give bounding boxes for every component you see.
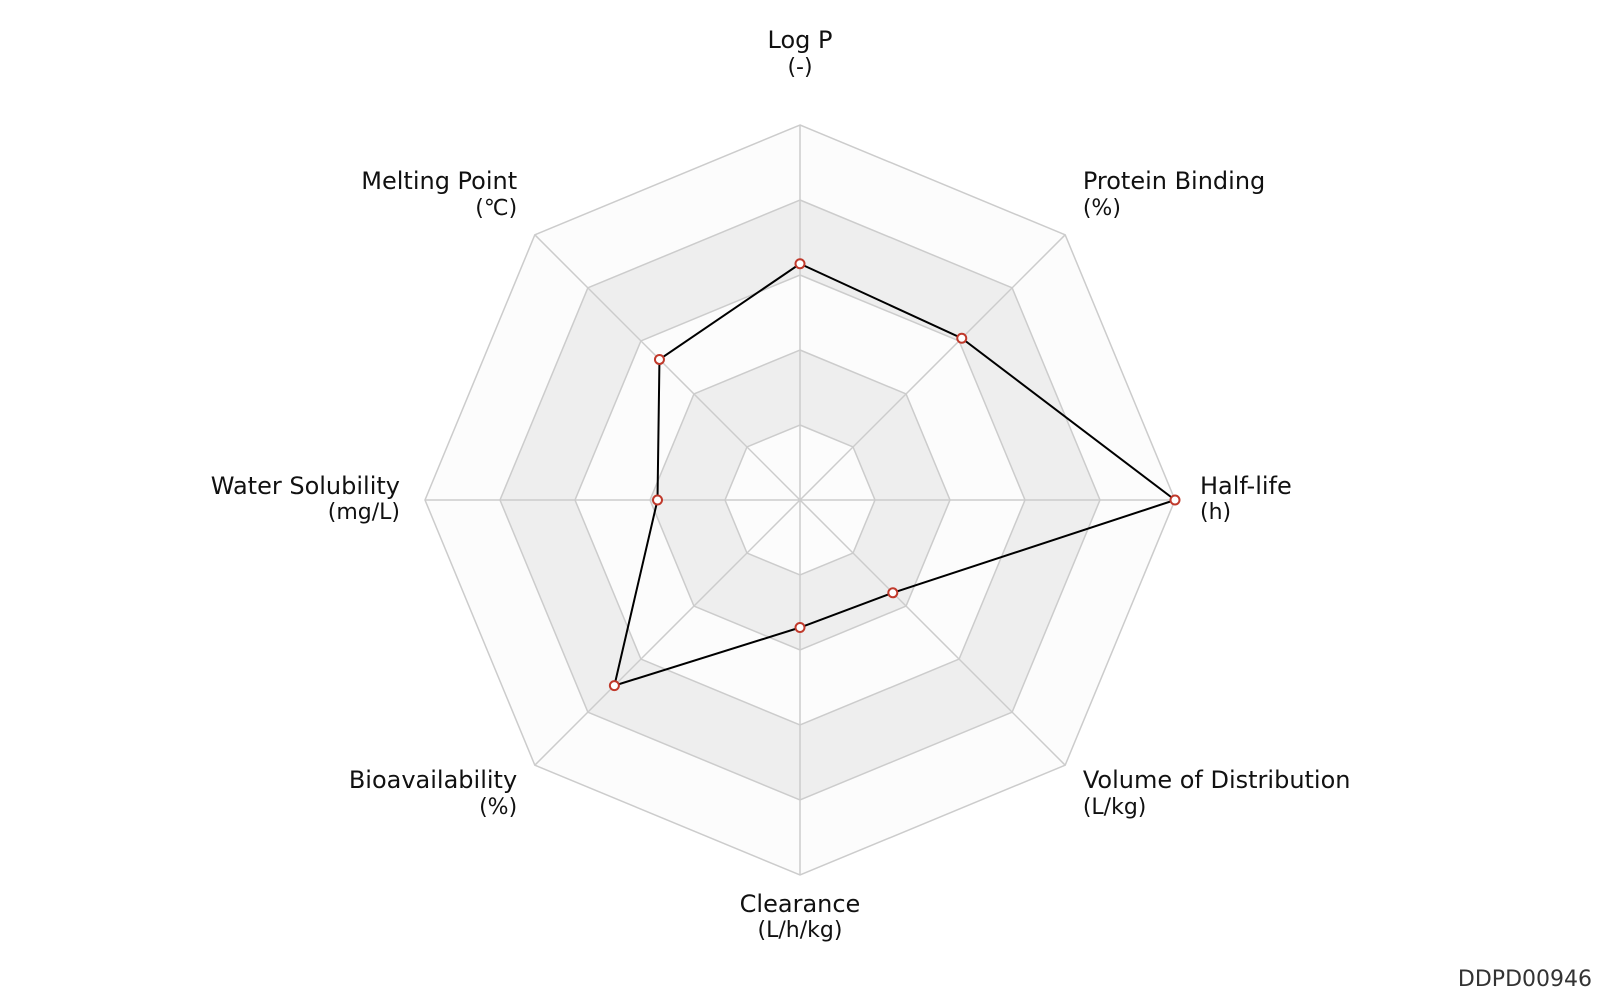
chart-id-label: DDPD00946 <box>1457 967 1592 992</box>
data-point-4 <box>794 622 806 633</box>
axis-unit-2: (h) <box>1200 500 1231 525</box>
axis-label-7: Melting Point <box>361 167 517 195</box>
axis-spoke-1 <box>799 234 1066 501</box>
data-point-6 <box>652 494 663 506</box>
axis-unit-3: (L/kg) <box>1083 795 1147 820</box>
axis-unit-0: (-) <box>787 55 812 80</box>
axis-unit-4: (L/h/kg) <box>758 918 843 943</box>
axis-spoke-3 <box>799 499 1066 766</box>
axis-spoke-7 <box>534 234 801 501</box>
axis-unit-7: (℃) <box>475 196 517 221</box>
data-point-1 <box>956 332 968 344</box>
axis-label-0: Log P <box>768 26 833 54</box>
data-point-2 <box>1169 494 1181 506</box>
data-point-0 <box>794 258 806 270</box>
axis-unit-6: (mg/L) <box>328 500 400 525</box>
axis-spoke-5 <box>534 499 801 766</box>
data-point-7 <box>653 353 665 365</box>
series-layer <box>608 258 1181 692</box>
data-point-3 <box>887 587 899 599</box>
axis-spokes <box>425 125 1175 875</box>
axis-label-1: Protein Binding <box>1083 167 1265 195</box>
data-point-5 <box>608 680 620 692</box>
axis-label-3: Volume of Distribution <box>1083 766 1351 794</box>
axis-labels: Log P(-)Protein Binding(%)Half-life(h)Vo… <box>211 26 1351 943</box>
axis-unit-5: (%) <box>479 795 517 820</box>
axis-label-4: Clearance <box>740 890 861 918</box>
axis-label-6: Water Solubility <box>211 472 400 500</box>
axis-label-2: Half-life <box>1200 472 1292 500</box>
axis-unit-1: (%) <box>1083 196 1121 221</box>
axis-label-5: Bioavailability <box>349 766 517 794</box>
